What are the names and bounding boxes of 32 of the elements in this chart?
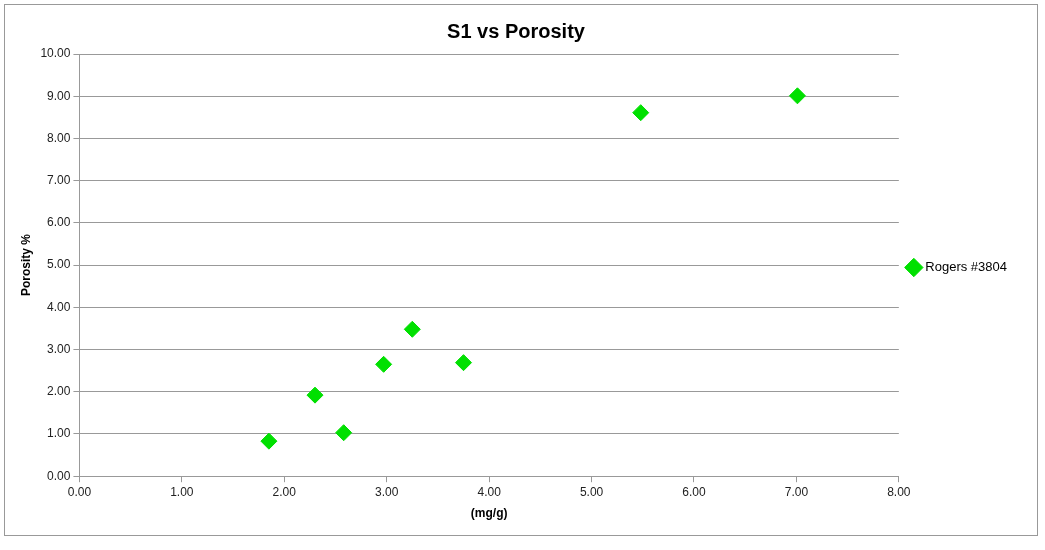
y-tick-label: 10.00: [40, 46, 71, 61]
y-tick-label: 0.00: [47, 468, 71, 483]
x-tick-label: 5.00: [579, 484, 604, 499]
x-tick-label: 1.00: [170, 484, 194, 499]
y-tick-label: 3.00: [47, 341, 71, 356]
x-tick-label: 0.00: [67, 484, 92, 499]
x-axis-title: (mg/g): [470, 506, 508, 521]
x-tick-label: 2.00: [272, 484, 297, 499]
y-tick-label: 2.00: [47, 384, 71, 399]
x-tick-label: 3.00: [375, 484, 399, 499]
y-tick-label: 9.00: [47, 88, 71, 103]
x-tick-label: 7.00: [784, 484, 809, 499]
chart-title: S1 vs Porosity: [447, 19, 586, 42]
y-tick-label: 7.00: [47, 172, 71, 187]
point: [455, 354, 473, 372]
y-tick-label: 4.00: [47, 299, 71, 314]
point: [335, 424, 353, 442]
point: [375, 355, 393, 373]
point: [403, 320, 421, 338]
point: [260, 432, 278, 450]
y-axis-title: Porosity %: [18, 233, 33, 297]
point: [306, 386, 324, 404]
y-tick-label: 1.00: [47, 426, 71, 441]
y-tick-label: 6.00: [47, 215, 71, 230]
x-tick-label: 4.00: [477, 484, 502, 499]
point: [788, 87, 806, 105]
legend-label: Rogers #3804: [925, 259, 1007, 275]
point: [632, 104, 650, 122]
y-tick-label: 5.00: [47, 257, 71, 272]
x-tick-label: 8.00: [887, 484, 911, 499]
x-tick-label: 6.00: [682, 484, 706, 499]
y-tick-label: 8.00: [47, 130, 71, 145]
